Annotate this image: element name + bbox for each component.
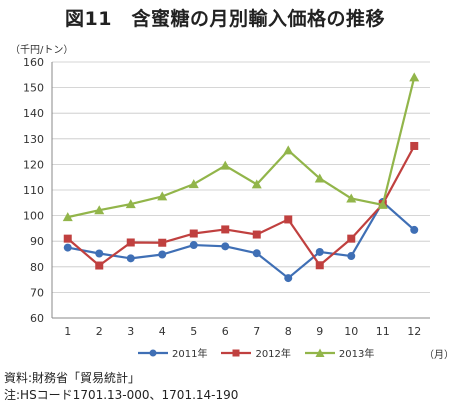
y-tick-label: 120 — [23, 158, 44, 171]
legend-label: 2012年 — [255, 349, 291, 360]
data-point — [63, 243, 72, 252]
data-point — [410, 141, 419, 150]
data-point — [410, 225, 419, 234]
data-point — [347, 252, 356, 261]
y-tick-label: 110 — [23, 184, 44, 197]
data-point — [95, 249, 104, 258]
legend-swatch — [221, 349, 252, 356]
x-tick-label: 4 — [159, 325, 166, 338]
y-tick-label: 90 — [30, 235, 44, 248]
legend-swatch — [304, 348, 335, 357]
x-tick-label: 5 — [190, 325, 197, 338]
data-point — [252, 230, 261, 239]
y-tick-label: 130 — [23, 133, 44, 146]
legend-label: 2011年 — [172, 349, 208, 360]
data-point — [409, 72, 420, 82]
legend-swatch — [138, 349, 168, 356]
data-point — [284, 274, 293, 283]
data-point — [314, 173, 325, 183]
x-tick-label: 12 — [407, 325, 421, 338]
x-tick-label: 6 — [222, 325, 229, 338]
source-notes: 資料:財務省「貿易統計」 注:HSコード1701.13-000、1701.14-… — [4, 370, 238, 404]
data-point — [63, 234, 72, 243]
data-point — [346, 193, 357, 203]
legend-item-2: 2012年 — [221, 345, 291, 360]
data-point — [95, 261, 104, 270]
data-point — [283, 145, 294, 155]
legend-item-1: 2011年 — [138, 345, 207, 360]
series-line-1 — [67, 200, 415, 280]
data-point — [158, 238, 167, 247]
data-point — [94, 205, 105, 215]
source-text: 資料:財務省「貿易統計」 — [4, 371, 141, 385]
chart-title: 図11 含蜜糖の月別輸入価格の推移 — [65, 8, 385, 30]
legend-item-3: 2013年 — [304, 345, 375, 360]
x-axis-unit: （月） — [424, 350, 450, 361]
series-line-3 — [67, 77, 416, 219]
y-tick-label: 100 — [23, 210, 44, 223]
x-tick-label: 1 — [64, 325, 71, 338]
note-text: 注:HSコード1701.13-000、1701.14-190 — [4, 388, 239, 402]
x-tick-label: 9 — [316, 325, 323, 338]
data-point — [252, 249, 261, 258]
x-tick-label: 3 — [127, 325, 134, 338]
y-tick-label: 70 — [30, 286, 44, 299]
x-tick-label: 8 — [285, 325, 292, 338]
y-tick-label: 160 — [23, 56, 44, 69]
data-point — [62, 212, 73, 222]
legend-label: 2013年 — [338, 349, 375, 360]
data-point — [188, 179, 199, 189]
data-point — [251, 179, 262, 189]
data-point — [125, 199, 136, 209]
data-point — [189, 241, 198, 250]
data-point — [347, 234, 356, 243]
x-tick-label: 11 — [376, 325, 390, 338]
data-point — [377, 199, 388, 209]
data-point — [189, 229, 198, 238]
data-point — [315, 261, 324, 270]
data-point — [158, 250, 167, 259]
x-tick-label: 10 — [344, 325, 358, 338]
y-tick-label: 80 — [30, 261, 44, 274]
x-tick-label: 7 — [253, 325, 260, 338]
data-point — [220, 160, 231, 170]
y-tick-label: 150 — [23, 82, 44, 95]
y-axis-unit: （千円/トン） — [10, 45, 74, 56]
data-point — [221, 242, 230, 251]
data-point — [157, 191, 168, 201]
series-line-2 — [67, 145, 416, 267]
legend: 2011年 2012年 2013年 — [138, 345, 374, 360]
data-point — [284, 215, 293, 224]
y-tick-label: 140 — [23, 107, 44, 120]
y-tick-label: 60 — [30, 312, 44, 325]
data-point — [315, 247, 324, 256]
x-tick-label: 2 — [96, 325, 103, 338]
data-point — [126, 238, 135, 247]
data-point — [126, 254, 135, 263]
data-point — [221, 225, 230, 234]
